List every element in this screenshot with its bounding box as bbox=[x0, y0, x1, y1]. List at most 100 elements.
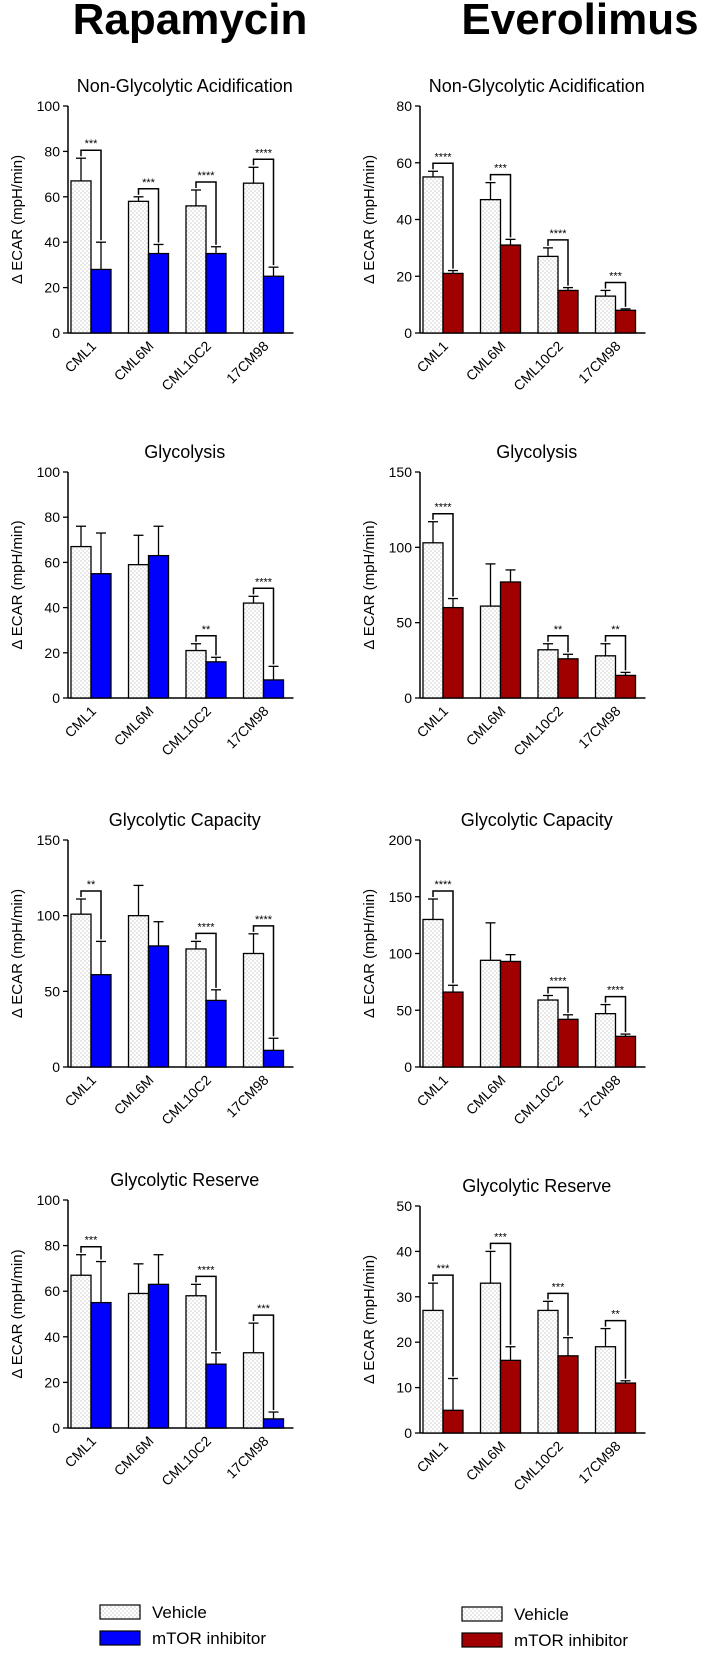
bar-cml10c2-mtor-inhibitor bbox=[557, 289, 579, 334]
bar-cml6m-vehicle bbox=[479, 198, 502, 334]
x-tick-label-17cm98: 17CM98 bbox=[223, 1072, 272, 1121]
x-tick-label-cml6m: CML6M bbox=[111, 1433, 157, 1479]
chart-everolimus-non-glycolytic-acidification: Non-Glycolytic Acidification Δ ECAR (mpH/… bbox=[361, 76, 646, 394]
y-tick-label: 20 bbox=[396, 268, 412, 284]
significance-bracket bbox=[252, 158, 275, 266]
bar-cml10c2-vehicle bbox=[537, 1309, 559, 1434]
x-tick-label-cml6m: CML6M bbox=[463, 1072, 509, 1118]
y-tick-label: 0 bbox=[52, 690, 60, 706]
bar-17cm98-vehicle bbox=[594, 295, 617, 334]
chart-rapamycin-glycolytic-reserve: Glycolytic Reserve Δ ECAR (mpH/min) 0 20 40 6… bbox=[9, 1170, 294, 1489]
x-tick-label-cml6m: CML6M bbox=[463, 1438, 509, 1484]
chart-everolimus-glycolytic-reserve: Glycolytic Reserve Δ ECAR (mpH/min) 0 10 20 3… bbox=[361, 1176, 646, 1494]
significance-marker: **** bbox=[607, 985, 625, 997]
bar-cml10c2-vehicle bbox=[537, 255, 559, 334]
y-tick-label: 100 bbox=[389, 946, 413, 962]
significance-bracket bbox=[80, 890, 102, 940]
x-tick-label-cml10c2: CML10C2 bbox=[510, 1072, 566, 1128]
significance-bracket bbox=[604, 281, 627, 307]
significance-marker: ** bbox=[87, 879, 96, 891]
y-tick-label: 60 bbox=[44, 1283, 60, 1299]
x-tick-label-cml1: CML1 bbox=[413, 703, 451, 741]
bar-cml6m-vehicle bbox=[127, 564, 150, 699]
y-tick-label: 50 bbox=[396, 1002, 412, 1018]
significance-bracket bbox=[547, 239, 569, 286]
bar-cml6m-mtor-inhibitor bbox=[147, 554, 170, 699]
y-axis-label: Δ ECAR (mpH/min) bbox=[361, 155, 378, 284]
bar-17cm98-vehicle bbox=[242, 1352, 265, 1429]
x-tick-label-cml1: CML1 bbox=[61, 1433, 99, 1471]
y-tick-label: 150 bbox=[389, 889, 413, 905]
x-tick-label-cml6m: CML6M bbox=[111, 1072, 157, 1118]
bar-cml1-mtor-inhibitor bbox=[442, 1409, 464, 1434]
bar-cml1-vehicle bbox=[422, 542, 444, 699]
y-tick-label: 100 bbox=[37, 98, 61, 114]
significance-marker: **** bbox=[255, 914, 273, 926]
significance-bracket bbox=[432, 1274, 454, 1377]
significance-bracket bbox=[604, 1319, 627, 1379]
x-tick-label-cml1: CML1 bbox=[61, 338, 99, 376]
significance-bracket bbox=[432, 512, 454, 597]
y-axis-label: Δ ECAR (mpH/min) bbox=[361, 1255, 378, 1384]
significance-marker: ** bbox=[554, 624, 563, 636]
y-axis-label: Δ ECAR (mpH/min) bbox=[9, 520, 26, 649]
y-tick-label: 50 bbox=[396, 615, 412, 631]
significance-bracket bbox=[80, 1245, 102, 1260]
legend-rapamycin: Vehicle mTOR inhibitor bbox=[99, 1603, 266, 1648]
x-tick-label-cml10c2: CML10C2 bbox=[510, 703, 566, 759]
significance-marker: *** bbox=[142, 177, 156, 189]
x-tick-label-17cm98: 17CM98 bbox=[575, 703, 624, 752]
bar-cml1-vehicle bbox=[70, 913, 92, 1068]
y-tick-label: 100 bbox=[389, 539, 413, 555]
y-tick-label: 100 bbox=[37, 1192, 61, 1208]
x-tick-label-cml10c2: CML10C2 bbox=[510, 1438, 566, 1494]
legend-swatch-inhibitor bbox=[99, 1630, 141, 1646]
bar-cml6m-vehicle bbox=[127, 915, 150, 1068]
significance-bracket bbox=[252, 587, 275, 665]
chart-title: Glycolysis bbox=[496, 442, 577, 462]
y-tick-label: 40 bbox=[396, 212, 412, 228]
significance-marker: *** bbox=[437, 1263, 451, 1275]
bar-17cm98-vehicle bbox=[594, 1346, 617, 1434]
bar-17cm98-vehicle bbox=[594, 655, 617, 699]
bar-17cm98-mtor-inhibitor bbox=[262, 275, 285, 334]
significance-bracket bbox=[432, 890, 454, 984]
bar-cml10c2-mtor-inhibitor bbox=[205, 999, 227, 1068]
bar-17cm98-mtor-inhibitor bbox=[614, 1035, 637, 1068]
y-tick-label: 40 bbox=[44, 600, 60, 616]
significance-marker: **** bbox=[255, 576, 273, 588]
significance-marker: ** bbox=[611, 624, 620, 636]
y-tick-label: 200 bbox=[389, 832, 413, 848]
bar-cml6m-vehicle bbox=[479, 605, 502, 699]
bar-17cm98-vehicle bbox=[242, 182, 265, 334]
bar-cml10c2-vehicle bbox=[185, 948, 207, 1068]
bar-cml10c2-vehicle bbox=[537, 649, 559, 699]
chart-title: Non-Glycolytic Acidification bbox=[77, 76, 293, 96]
significance-bracket bbox=[489, 173, 512, 238]
x-tick-label-cml10c2: CML10C2 bbox=[158, 338, 214, 394]
bar-cml6m-mtor-inhibitor bbox=[147, 945, 170, 1068]
significance-bracket bbox=[252, 1314, 275, 1411]
bar-cml6m-mtor-inhibitor bbox=[147, 1283, 170, 1429]
bar-cml10c2-vehicle bbox=[185, 649, 207, 699]
x-tick-label-cml6m: CML6M bbox=[463, 703, 509, 749]
significance-bracket bbox=[547, 1292, 569, 1336]
bar-17cm98-mtor-inhibitor bbox=[614, 1382, 637, 1434]
significance-marker: *** bbox=[609, 270, 623, 282]
legend-label-vehicle: Vehicle bbox=[514, 1605, 569, 1624]
x-tick-label-cml1: CML1 bbox=[413, 1438, 451, 1476]
x-tick-label-17cm98: 17CM98 bbox=[223, 1433, 272, 1482]
bar-cml10c2-mtor-inhibitor bbox=[557, 1355, 579, 1434]
y-tick-label: 20 bbox=[44, 280, 60, 296]
legend-swatch-vehicle bbox=[461, 1606, 503, 1622]
significance-bracket bbox=[489, 1242, 512, 1345]
bar-cml10c2-mtor-inhibitor bbox=[557, 1018, 579, 1068]
bar-17cm98-vehicle bbox=[242, 952, 265, 1068]
y-tick-label: 60 bbox=[396, 155, 412, 171]
significance-marker: **** bbox=[434, 879, 452, 891]
significance-marker: *** bbox=[494, 1231, 508, 1243]
bar-cml6m-vehicle bbox=[479, 1282, 502, 1434]
bar-cml6m-mtor-inhibitor bbox=[499, 1359, 522, 1434]
bar-17cm98-mtor-inhibitor bbox=[262, 679, 285, 699]
significance-marker: *** bbox=[85, 138, 99, 150]
